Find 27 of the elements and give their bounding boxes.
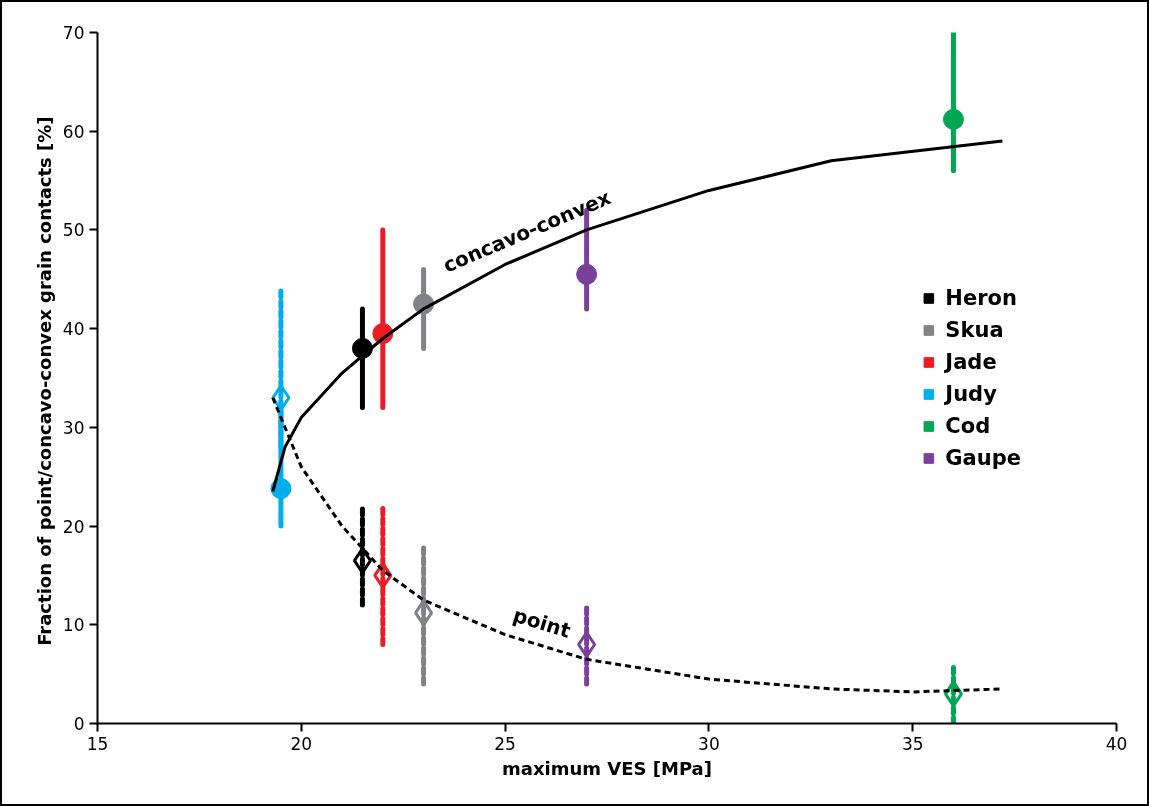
x-tick-label: 40 xyxy=(1105,733,1128,754)
legend-label: Skua xyxy=(945,317,1004,342)
x-tick-label: 25 xyxy=(494,733,516,754)
y-tick-label: 20 xyxy=(62,516,85,537)
legend-label: Heron xyxy=(945,285,1017,310)
annotation: point xyxy=(510,602,574,643)
y-tick-label: 30 xyxy=(62,417,85,438)
point xyxy=(414,599,434,627)
x-tick-label: 35 xyxy=(901,733,924,754)
y-tick-label: 10 xyxy=(62,615,85,636)
y-tick-label: 70 xyxy=(62,23,85,43)
x-tick-label: 30 xyxy=(698,733,720,754)
point xyxy=(352,547,372,575)
x-tick-label: 15 xyxy=(86,733,109,754)
legend-label: Gaupe xyxy=(945,445,1021,470)
y-tick-label: 50 xyxy=(62,220,85,241)
legend-label: Jade xyxy=(945,349,997,374)
x-axis-title: maximum VES [MPa] xyxy=(502,757,712,779)
y-axis-title: Fraction of point/concavo-convex grain contacts [%] xyxy=(33,116,55,646)
point xyxy=(942,108,964,130)
point xyxy=(577,631,597,659)
y-tick-label: 0 xyxy=(73,714,85,734)
legend-label: Judy xyxy=(945,381,997,406)
y-tick-label: 40 xyxy=(62,319,85,340)
y-tick-label: 60 xyxy=(62,121,85,142)
legend-label: Cod xyxy=(945,413,991,438)
x-tick-label: 20 xyxy=(290,733,313,754)
